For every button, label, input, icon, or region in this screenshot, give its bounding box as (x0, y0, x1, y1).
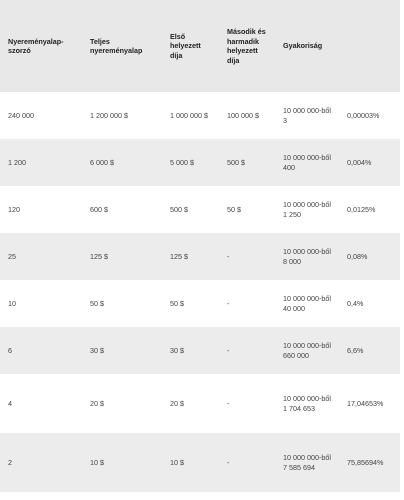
table-cell: 500 $ (162, 186, 219, 233)
table-cell: 30 $ (82, 327, 162, 374)
table-cell: 6,6% (339, 327, 400, 374)
table-row: 1 200 6 000 $5 000 $500 $10 000 000-ből 4… (0, 139, 400, 186)
table-cell: 6 (0, 327, 82, 374)
table-cell: 10 000 000-ből 660 000 (275, 327, 339, 374)
header-cell: Teljes nyereményalap (82, 0, 162, 92)
table-cell: 0,0125% (339, 186, 400, 233)
table-row: 25 125 $125 $ -10 000 000-ből 8 000 0,08% (0, 233, 400, 280)
header-cell (339, 0, 400, 92)
table-cell: 20 $ (162, 374, 219, 433)
table-cell: 20 $ (82, 374, 162, 433)
table-cell: - (219, 280, 275, 327)
table-row: 4 20 $20 $ -10 000 000-ből 1 704 653 17,046… (0, 374, 400, 433)
table-cell: 10 000 000-ből 40 000 (275, 280, 339, 327)
table-cell: 10 000 000-ből 3 (275, 92, 339, 139)
table-cell: 10 000 000-ből 1 250 (275, 186, 339, 233)
table-cell: 50 $ (162, 280, 219, 327)
table-cell: 30 $ (162, 327, 219, 374)
table-row: 10 50 $50 $ -10 000 000-ből 40 000 0,4% (0, 280, 400, 327)
table-row: 120 600 $500 $50 $10 000 000-ből 1 250 0,0… (0, 186, 400, 233)
table-cell: 4 (0, 374, 82, 433)
table-cell: 75,85694% (339, 433, 400, 492)
table-cell: 6 000 $ (82, 139, 162, 186)
table-cell: 10 000 000-ből 1 704 653 (275, 374, 339, 433)
table-cell: 1 200 (0, 139, 82, 186)
header-cell: Gyakoriság (275, 0, 339, 92)
header-row: Nyereményalap-szorzó Teljes nyereményalap… (0, 0, 400, 92)
table-cell: 10 000 000-ből 400 (275, 139, 339, 186)
table-cell: 10 (0, 280, 82, 327)
table-cell: - (219, 433, 275, 492)
header-cell: Első helyezett díja (162, 0, 219, 92)
table-cell: 100 000 $ (219, 92, 275, 139)
table-cell: 1 200 000 $ (82, 92, 162, 139)
table-cell: 10 $ (82, 433, 162, 492)
table-cell: 50 $ (82, 280, 162, 327)
table-cell: 240 000 (0, 92, 82, 139)
table-cell: 17,04653% (339, 374, 400, 433)
table-cell: 0,004% (339, 139, 400, 186)
table-row: 2 10 $10 $ -10 000 000-ből 7 585 694 75,856… (0, 433, 400, 492)
table-cell: - (219, 233, 275, 280)
table-cell: - (219, 374, 275, 433)
header-cell: Nyereményalap-szorzó (0, 0, 82, 92)
table-row: 6 30 $30 $ -10 000 000-ből 660 000 6,6% (0, 327, 400, 374)
table-cell: 600 $ (82, 186, 162, 233)
table-cell: 10 000 000-ből 7 585 694 (275, 433, 339, 492)
prize-table: Nyereményalap-szorzó Teljes nyereményalap… (0, 0, 400, 492)
table-cell: 10 000 000-ből 8 000 (275, 233, 339, 280)
table-cell: 120 (0, 186, 82, 233)
table-cell: 1 000 000 $ (162, 92, 219, 139)
table-row: 240 000 1 200 000 $1 000 000 $100 000 $10… (0, 92, 400, 139)
table-cell: 10 $ (162, 433, 219, 492)
table-cell: 125 $ (162, 233, 219, 280)
table-cell: 5 000 $ (162, 139, 219, 186)
table-cell: 2 (0, 433, 82, 492)
table-cell: 50 $ (219, 186, 275, 233)
header-cell: Második és harmadik helyezett díja (219, 0, 275, 92)
table-cell: 25 (0, 233, 82, 280)
table-cell: 0,4% (339, 280, 400, 327)
table-cell: 0,08% (339, 233, 400, 280)
table-cell: 0,00003% (339, 92, 400, 139)
table-cell: - (219, 327, 275, 374)
table-cell: 500 $ (219, 139, 275, 186)
table-cell: 125 $ (82, 233, 162, 280)
